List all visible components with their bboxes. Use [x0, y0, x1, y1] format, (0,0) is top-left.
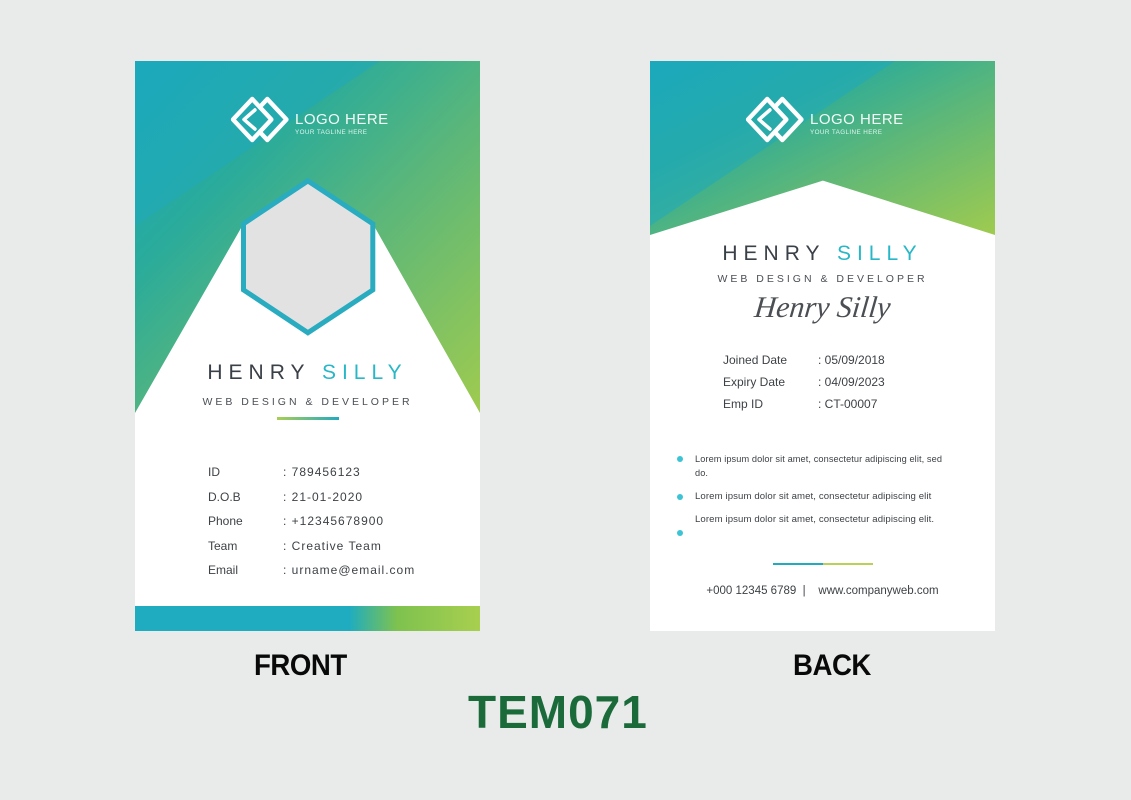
- svg-text:LOGO HERE: LOGO HERE: [295, 111, 389, 128]
- svg-text:LOGO HERE: LOGO HERE: [810, 111, 904, 128]
- svg-text:YOUR TAGLINE HERE: YOUR TAGLINE HERE: [295, 129, 367, 136]
- svg-text:YOUR TAGLINE HERE: YOUR TAGLINE HERE: [810, 129, 882, 136]
